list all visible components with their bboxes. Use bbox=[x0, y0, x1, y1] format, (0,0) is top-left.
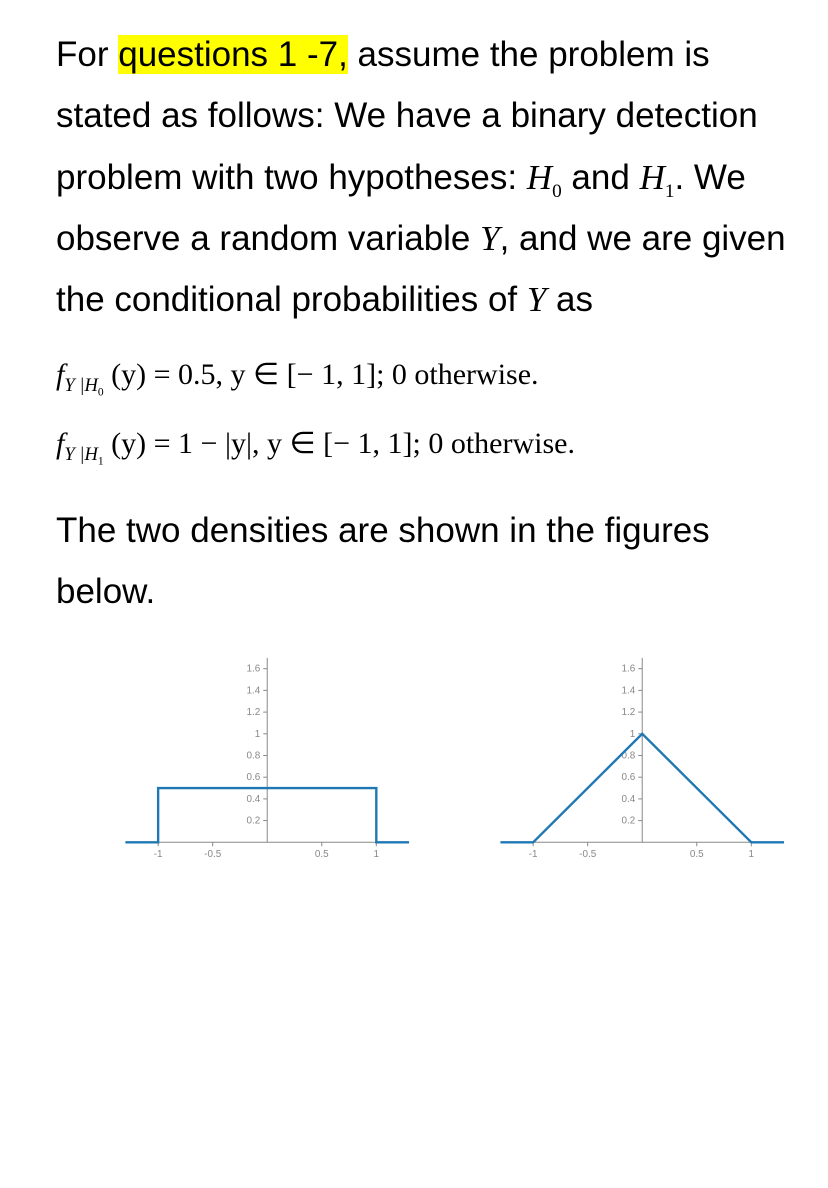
eq-sub: Y |H bbox=[64, 375, 98, 396]
eq-sub: Y |H bbox=[64, 444, 98, 465]
sym-H1: H bbox=[640, 158, 665, 197]
density-plot-h0-svg: -1 -0.5 0.5 1 0.2 0.4 0.6 0.8 1 1.2 1.4 1.6 bbox=[56, 651, 413, 865]
svg-text:0.6: 0.6 bbox=[247, 772, 261, 783]
text-pre: For bbox=[56, 35, 118, 74]
density-plot-h0: -1 -0.5 0.5 1 0.2 0.4 0.6 0.8 1 1.2 1.4 1.6 bbox=[56, 651, 413, 865]
text-post-d: as bbox=[546, 280, 593, 319]
svg-text:-0.5: -0.5 bbox=[579, 849, 597, 860]
density-plot-h1-svg: -1-0.50.510.20.40.60.811.21.41.6 bbox=[431, 651, 788, 865]
svg-text:0.4: 0.4 bbox=[247, 793, 261, 804]
svg-text:1.2: 1.2 bbox=[622, 707, 636, 718]
equation-h1: fY |H1 (y) = 1 − |y|, y ∈ [− 1, 1]; 0 ot… bbox=[56, 426, 788, 462]
svg-text:0.6: 0.6 bbox=[622, 772, 636, 783]
sym-Y2: Y bbox=[527, 280, 546, 319]
svg-text:1.4: 1.4 bbox=[622, 685, 636, 696]
problem-paragraph-2: The two densities are shown in the figur… bbox=[56, 500, 788, 623]
eq-subsub: 1 bbox=[98, 456, 104, 468]
sym-Y: Y bbox=[480, 219, 499, 258]
svg-text:1: 1 bbox=[255, 728, 261, 739]
density-plot-h1: -1-0.50.510.20.40.60.811.21.41.6 bbox=[431, 651, 788, 865]
svg-text:1: 1 bbox=[374, 849, 380, 860]
equation-h0: fY |H0 (y) = 0.5, y ∈ [− 1, 1]; 0 otherw… bbox=[56, 357, 788, 393]
figure-row: -1 -0.5 0.5 1 0.2 0.4 0.6 0.8 1 1.2 1.4 1.6 -1 -0.5 0… bbox=[56, 651, 788, 865]
highlighted-range: questions 1 -7, bbox=[118, 35, 348, 74]
svg-text:1: 1 bbox=[749, 849, 755, 860]
svg-text:1.6: 1.6 bbox=[622, 663, 636, 674]
sym-H0: H bbox=[527, 158, 552, 197]
svg-text:1.4: 1.4 bbox=[247, 685, 261, 696]
svg-text:-1: -1 bbox=[154, 849, 163, 860]
svg-text:0.2: 0.2 bbox=[622, 815, 636, 826]
svg-text:0.5: 0.5 bbox=[690, 849, 704, 860]
svg-text:0.8: 0.8 bbox=[247, 750, 261, 761]
svg-text:1.2: 1.2 bbox=[247, 707, 261, 718]
svg-text:0.5: 0.5 bbox=[315, 849, 329, 860]
text-and: and bbox=[562, 158, 640, 197]
eq-body: (y) = 1 − |y|, y ∈ [− 1, 1]; 0 otherwise… bbox=[111, 427, 575, 460]
eq-body: (y) = 0.5, y ∈ [− 1, 1]; 0 otherwise. bbox=[111, 358, 538, 391]
svg-text:1.6: 1.6 bbox=[247, 663, 261, 674]
svg-text:0.4: 0.4 bbox=[622, 793, 636, 804]
svg-text:-1: -1 bbox=[529, 849, 538, 860]
problem-paragraph-1: For questions 1 -7, assume the problem i… bbox=[56, 24, 788, 331]
sym-H0-sub: 0 bbox=[552, 181, 562, 202]
svg-text:-0.5: -0.5 bbox=[204, 849, 222, 860]
eq-subsub: 0 bbox=[98, 386, 104, 398]
svg-text:1: 1 bbox=[630, 728, 636, 739]
svg-text:0.2: 0.2 bbox=[247, 815, 261, 826]
